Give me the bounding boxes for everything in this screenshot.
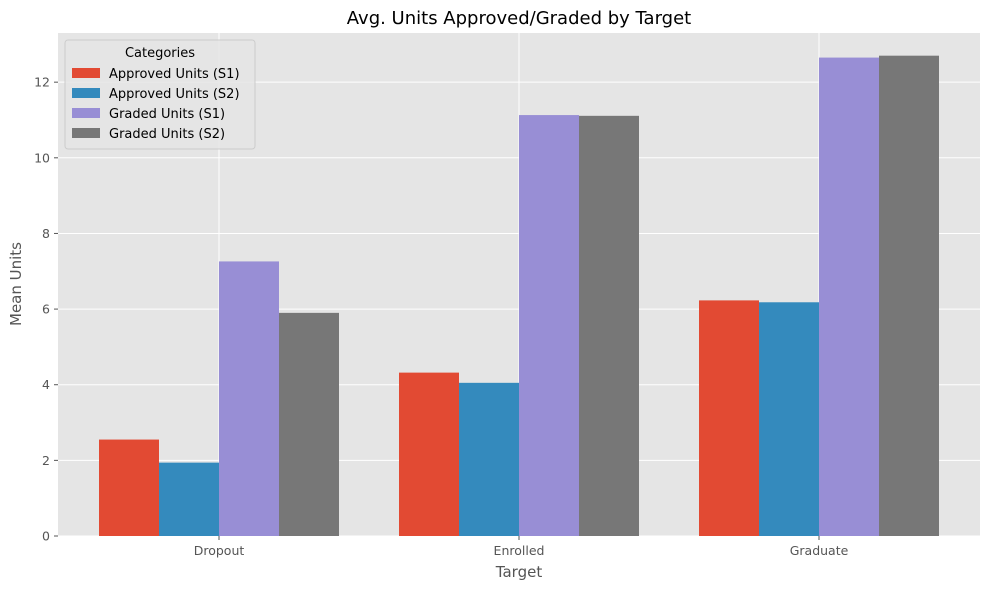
chart-title: Avg. Units Approved/Graded by Target [347,8,691,29]
legend: Categories Approved Units (S1)Approved U… [64,39,256,150]
bar-graduate-series-3 [879,55,939,536]
bar-enrolled-series-0 [399,372,459,536]
legend-label-3: Graded Units (S2) [109,127,225,142]
legend-label-2: Graded Units (S1) [109,107,225,122]
x-tick-label: Dropout [194,543,245,558]
x-ticks: Dropout Enrolled Graduate [194,536,849,558]
x-tick-label: Enrolled [494,543,545,558]
x-axis-label: Target [495,563,543,581]
y-tick-label: 0 [42,529,50,544]
legend-swatch-0 [72,68,100,78]
y-tick-label: 4 [42,377,50,392]
bar-enrolled-series-1 [459,382,519,536]
legend-title: Categories [125,46,195,61]
legend-swatch-3 [72,128,100,138]
bar-dropout-series-1 [159,462,219,536]
legend-swatch-1 [72,88,100,98]
bar-enrolled-series-2 [519,115,579,536]
bar-dropout-series-2 [219,261,279,536]
bar-graduate-series-1 [759,302,819,536]
bar-graduate-series-0 [699,300,759,536]
legend-box [64,39,256,150]
x-tick-label: Graduate [790,543,849,558]
y-tick-label: 12 [34,75,50,90]
y-tick-label: 2 [42,453,50,468]
legend-label-1: Approved Units (S2) [109,87,240,102]
y-tick-label: 6 [42,302,50,317]
bars [99,55,939,537]
bar-enrolled-series-3 [579,115,639,536]
y-axis-label: Mean Units [7,242,25,326]
bar-dropout-series-3 [279,312,339,536]
legend-items: Approved Units (S1) Approved Units (S2) Gr… [72,67,240,142]
bar-dropout-series-0 [99,439,159,536]
y-tick-label: 10 [34,150,50,165]
y-ticks: 0 2 4 6 8 10 12 [34,75,58,544]
legend-label-0: Approved Units (S1) [109,67,240,82]
y-tick-label: 8 [42,226,50,241]
legend-swatch-2 [72,108,100,118]
bar-graduate-series-2 [819,57,879,537]
